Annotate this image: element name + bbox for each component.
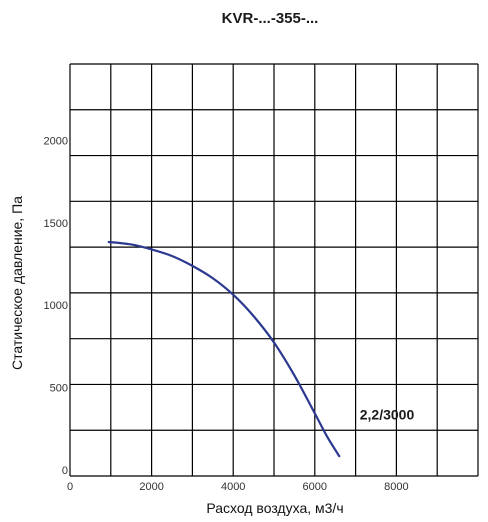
y-tick-label: 500 — [50, 383, 68, 395]
chart-grid — [69, 63, 479, 477]
y-axis-label: Статическое давление, Па — [9, 196, 25, 370]
x-tick-label: 8000 — [384, 481, 408, 493]
series-layer — [107, 240, 341, 458]
x-tick-label: 6000 — [303, 481, 327, 493]
x-tick-label: 4000 — [221, 481, 245, 493]
y-tick-label: 1500 — [44, 218, 68, 230]
x-tick-label: 2000 — [139, 481, 163, 493]
x-tick-label: 0 — [67, 481, 73, 493]
tick-labels: 0 500 1000 1500 2000 0 2000 4000 6000 8000 — [44, 135, 409, 493]
y-tick-label: 2000 — [44, 135, 68, 147]
x-axis-label: Расход воздуха, м3/ч — [206, 500, 343, 516]
chart-title: KVR-...-355-... — [222, 10, 319, 27]
curve-annotation: 2,2/3000 — [360, 406, 415, 422]
series-line — [107, 240, 341, 458]
y-tick-label: 0 — [62, 465, 68, 477]
y-tick-label: 1000 — [44, 300, 68, 312]
